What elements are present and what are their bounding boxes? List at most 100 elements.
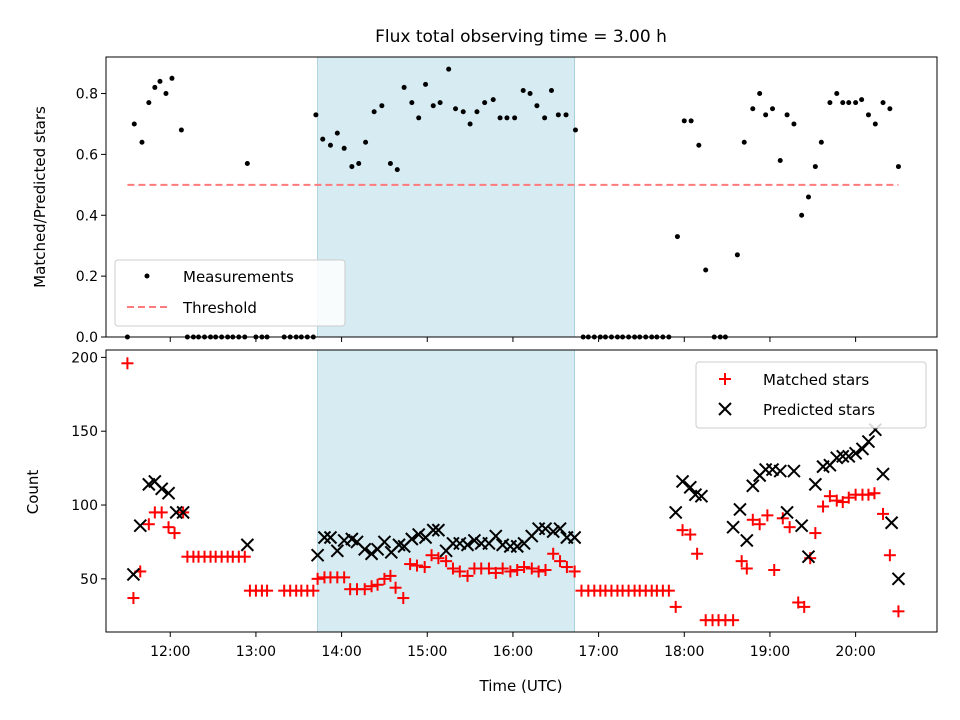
measurement-point: [139, 139, 145, 145]
measurement-point: [791, 121, 797, 127]
matched-star-point: [560, 561, 573, 574]
measurement-point: [777, 157, 783, 163]
matched-star-point: [842, 491, 855, 504]
measurement-point: [460, 109, 466, 115]
matched-star-point: [676, 524, 689, 537]
predicted-star-point: [358, 542, 372, 557]
measurement-point: [846, 100, 852, 106]
matched-star-point: [142, 518, 155, 531]
matched-star-point: [461, 569, 474, 582]
legend-measurements-label: Measurements: [183, 268, 294, 286]
predicted-star-point: [848, 446, 863, 461]
predicted-star-point: [884, 516, 899, 530]
matched-star-point: [753, 518, 766, 531]
matched-star-point: [761, 509, 774, 522]
matched-star-point: [425, 549, 438, 562]
x-tick-label: 16:00: [493, 644, 533, 660]
measurement-point: [379, 103, 385, 109]
matched-star-point: [384, 569, 397, 582]
matched-star-point: [410, 559, 423, 572]
predicted-star-point: [538, 521, 553, 536]
measurement-point: [763, 112, 769, 118]
predicted-star-point: [726, 520, 740, 534]
predicted-star-point: [668, 505, 683, 520]
measurement-point: [437, 100, 443, 106]
measurement-point: [865, 112, 871, 118]
x-tick-label: 14:00: [321, 644, 361, 660]
bottom-legend: Matched stars Predicted stars: [695, 361, 927, 429]
matched-star-point: [418, 561, 431, 574]
measurement-point: [872, 121, 878, 127]
measurement-point: [453, 106, 459, 112]
top-panel: 0.0 0.2 0.4 0.6 0.8 Flux total observing tim…: [31, 27, 938, 346]
y-tick-label: 100: [71, 498, 98, 514]
predicted-star-point: [161, 486, 176, 500]
measurement-point: [423, 81, 429, 87]
matched-star-point: [662, 584, 675, 597]
predicted-star-point: [510, 539, 524, 554]
measurement-point: [152, 84, 158, 90]
measurement-point: [827, 100, 833, 106]
matched-star-point: [868, 487, 881, 500]
measurement-point: [741, 139, 747, 145]
matched-star-point: [823, 490, 836, 503]
top-axes-frame: [105, 56, 938, 338]
measurement-point: [805, 194, 811, 200]
measurement-point: [409, 100, 415, 106]
bottom-legend-box: [695, 361, 927, 429]
x-tick-label: 13:00: [236, 644, 276, 660]
measurement-point: [520, 87, 526, 93]
predicted-star-point: [876, 467, 890, 481]
y-tick-label: 0.2: [76, 269, 98, 285]
measurement-point: [387, 161, 393, 167]
matched-star-point: [727, 614, 740, 627]
matched-star-point: [397, 592, 410, 605]
measurement-point: [572, 127, 578, 133]
predicted-star-point: [240, 538, 255, 552]
measurement-point: [467, 121, 473, 127]
legend-measurements-marker: [144, 273, 150, 279]
measurement-point: [430, 103, 436, 109]
matched-star-point: [338, 571, 351, 584]
measurement-point: [401, 84, 407, 90]
measurement-point: [784, 112, 790, 118]
measurement-point: [527, 91, 533, 97]
legend-matched-marker: [719, 373, 731, 385]
predicted-star-point: [740, 533, 754, 548]
predicted-star-point: [364, 547, 379, 561]
measurement-point: [799, 212, 805, 218]
predicted-star-point: [489, 529, 503, 543]
measurement-point: [356, 161, 362, 167]
matched-star-point: [389, 581, 402, 594]
matched-star-point: [798, 600, 811, 613]
matched-star-point: [817, 500, 830, 513]
matched-star-point: [121, 357, 134, 370]
predicted-star-point: [842, 449, 856, 464]
measurement-point: [681, 118, 687, 124]
top-legend: Measurements Threshold: [114, 259, 346, 327]
measurement-point: [688, 118, 694, 124]
predicted-star-point: [801, 549, 816, 564]
measurement-point: [734, 252, 740, 258]
measurement-point: [497, 115, 503, 121]
measurement-point: [313, 112, 319, 118]
matched-star-point: [155, 506, 168, 519]
measurement-point: [703, 267, 709, 273]
matched-star-point: [735, 555, 748, 568]
measurement-point: [320, 136, 326, 142]
matched-star-point: [482, 562, 495, 575]
predicted-star-point: [426, 523, 440, 537]
measurement-point: [146, 100, 152, 106]
top-x-ticks: [169, 337, 857, 342]
predicted-star-point: [460, 538, 475, 552]
matched-star-point: [404, 558, 417, 571]
measurement-point: [853, 100, 859, 106]
bottom-series-layer: [121, 357, 906, 627]
matched-star-point: [809, 527, 822, 540]
predicted-star-point: [377, 535, 392, 549]
matched-star-point: [746, 513, 759, 526]
predicted-star-point: [176, 505, 190, 520]
measurement-point: [416, 115, 422, 121]
measurement-point: [887, 106, 893, 112]
